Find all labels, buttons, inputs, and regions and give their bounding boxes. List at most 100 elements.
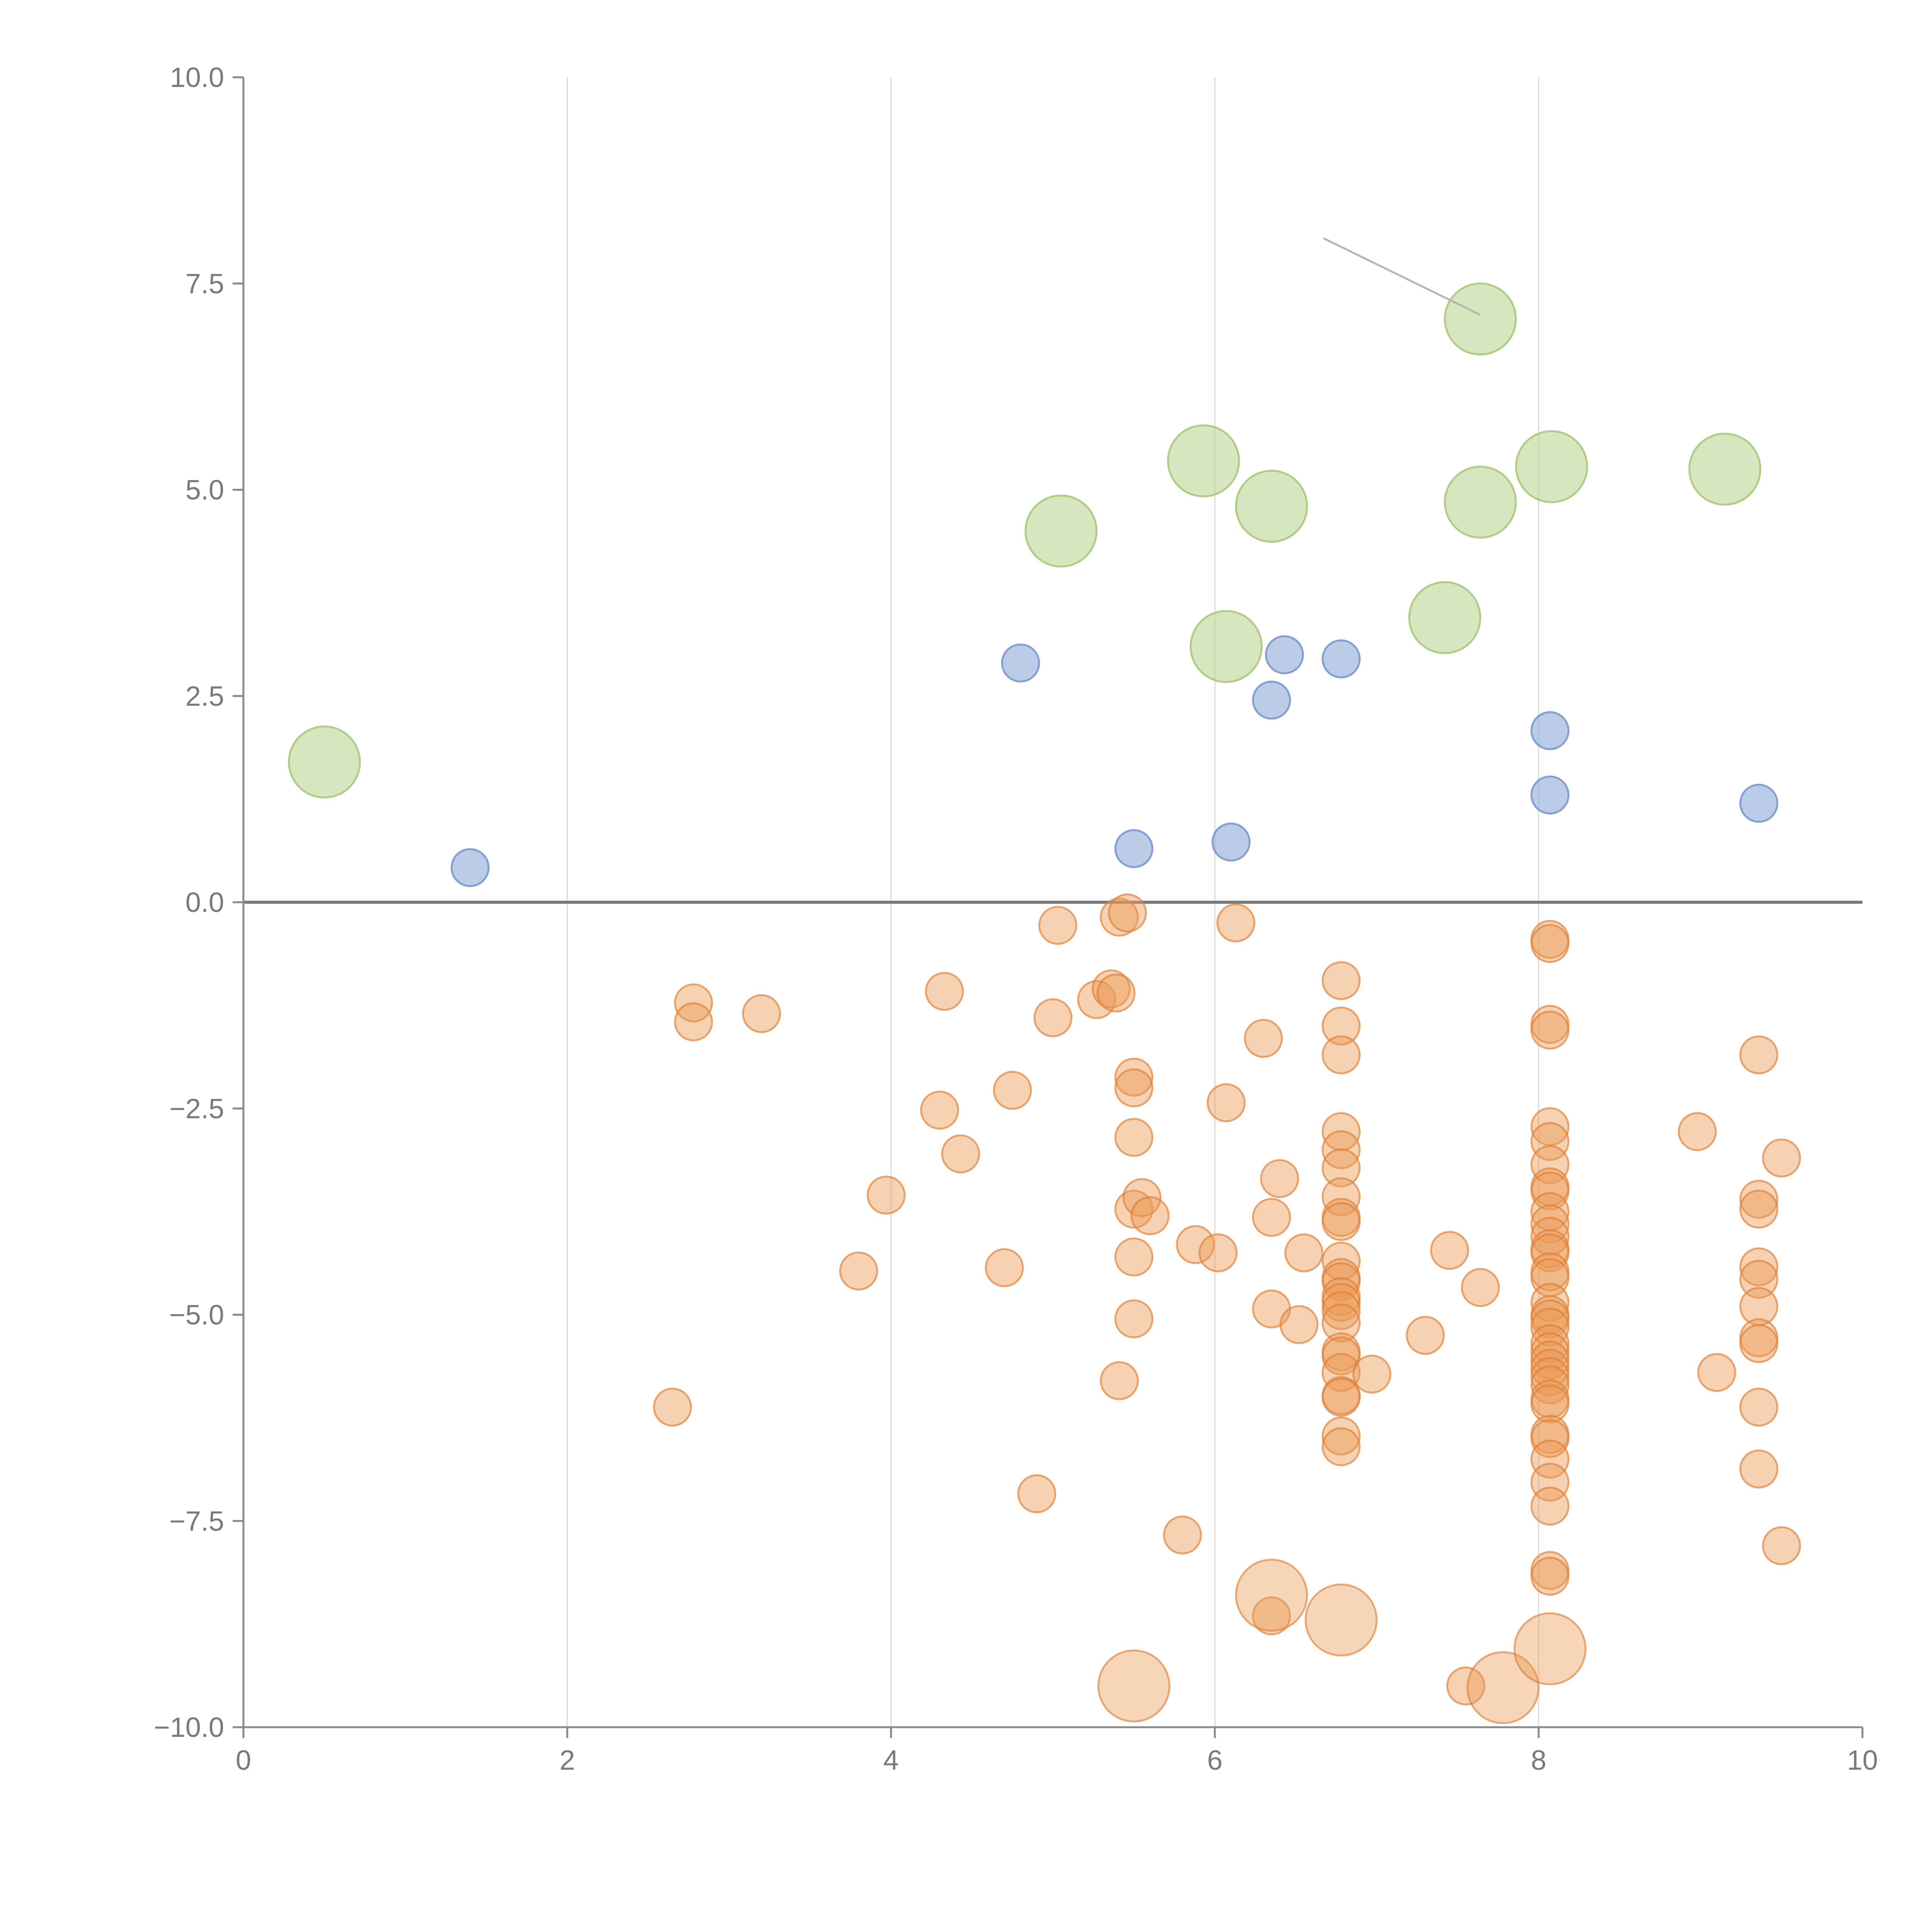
y-tick-label: −10.0 xyxy=(154,1712,224,1743)
y-tick-label: 10.0 xyxy=(170,62,224,93)
axes: 10.0 7.5 5.0 2.5 0.0 −2.5 −5.0 −7.5 −10.0 0 2 4 6 8 10 xyxy=(154,62,1878,1776)
data-point xyxy=(1163,1515,1202,1555)
x-tick-label: 0 xyxy=(236,1745,251,1776)
data-point xyxy=(1678,1112,1717,1151)
data-point xyxy=(1100,1361,1139,1400)
data-point xyxy=(1033,998,1073,1037)
data-point xyxy=(1688,432,1762,506)
data-point xyxy=(1211,822,1251,862)
data-point xyxy=(1321,961,1361,1000)
data-point xyxy=(1252,1596,1291,1636)
data-point xyxy=(1024,494,1098,568)
data-point xyxy=(1461,1268,1500,1307)
data-point xyxy=(1321,1202,1361,1241)
data-point xyxy=(742,994,781,1033)
data-point xyxy=(1762,1138,1801,1178)
data-point xyxy=(920,1090,959,1130)
data-point xyxy=(1530,1122,1570,1161)
data-point xyxy=(1739,784,1779,823)
x-tick-label: 2 xyxy=(560,1745,575,1776)
data-point xyxy=(1038,906,1078,945)
data-point xyxy=(1252,680,1291,720)
x-tick-label: 4 xyxy=(883,1745,899,1776)
data-point xyxy=(1114,1237,1153,1277)
y-tick-label: −7.5 xyxy=(169,1506,224,1537)
data-point xyxy=(839,1251,878,1291)
data-point xyxy=(1530,711,1570,750)
data-point xyxy=(1530,775,1570,815)
data-point xyxy=(1235,1558,1308,1632)
data-point xyxy=(1739,1449,1779,1489)
series-blue-small xyxy=(451,635,1779,887)
data-point xyxy=(1321,1336,1361,1376)
callout-line xyxy=(1323,237,1481,316)
data-point xyxy=(1739,1247,1779,1287)
data-point xyxy=(1114,829,1153,868)
data-point xyxy=(1108,893,1147,933)
data-point xyxy=(1321,639,1361,679)
x-tick-label: 8 xyxy=(1531,1745,1546,1776)
data-point xyxy=(1260,1159,1299,1198)
data-point xyxy=(1114,1117,1153,1157)
data-point xyxy=(288,725,361,799)
series-orange-large xyxy=(1097,1558,1587,1725)
data-point xyxy=(674,1002,713,1042)
data-point xyxy=(1284,1233,1323,1272)
y-tick-label: 2.5 xyxy=(185,681,224,712)
data-point xyxy=(1530,1463,1570,1502)
data-point xyxy=(1446,1666,1485,1706)
data-point xyxy=(1265,635,1304,674)
data-point xyxy=(1235,469,1308,543)
data-point xyxy=(1189,610,1263,683)
data-point xyxy=(1114,1068,1153,1107)
data-points xyxy=(288,282,1801,1725)
data-point xyxy=(1530,1556,1570,1596)
data-point xyxy=(1321,1148,1361,1187)
data-point xyxy=(1097,1649,1170,1723)
data-point xyxy=(1114,1299,1153,1338)
data-point xyxy=(1352,1354,1391,1394)
data-point xyxy=(1697,1353,1736,1392)
data-point xyxy=(1408,581,1481,654)
data-point xyxy=(1530,1384,1570,1423)
data-point xyxy=(451,848,490,887)
data-point xyxy=(1739,1324,1779,1363)
data-point xyxy=(1530,1486,1570,1526)
x-tick-label: 10 xyxy=(1847,1745,1878,1776)
data-point xyxy=(1321,1262,1361,1301)
data-point xyxy=(1321,1416,1361,1456)
y-tick-label: −2.5 xyxy=(169,1094,224,1124)
data-point xyxy=(1739,1035,1779,1075)
data-point xyxy=(1321,1427,1361,1466)
data-point xyxy=(1739,1189,1779,1229)
data-point xyxy=(1321,1242,1361,1281)
data-point xyxy=(1167,424,1240,498)
data-point xyxy=(1252,1198,1291,1237)
y-tick-label: 7.5 xyxy=(185,269,224,299)
data-point xyxy=(985,1248,1024,1287)
data-point xyxy=(1096,973,1136,1013)
data-point xyxy=(1001,643,1040,683)
data-point xyxy=(1530,1171,1570,1211)
data-point xyxy=(1444,282,1517,356)
data-point xyxy=(1206,1083,1246,1122)
data-point xyxy=(1279,1305,1319,1344)
y-tick-label: 5.0 xyxy=(185,475,224,506)
data-point xyxy=(1530,924,1570,963)
data-point xyxy=(1406,1316,1445,1355)
data-point xyxy=(1321,1035,1361,1075)
data-point xyxy=(1304,1583,1378,1656)
data-point xyxy=(1130,1196,1170,1235)
y-tick-label: 0.0 xyxy=(185,887,224,918)
x-tick-label: 6 xyxy=(1207,1745,1223,1776)
data-point xyxy=(1530,1010,1570,1050)
data-point xyxy=(866,1175,906,1215)
data-point xyxy=(1530,1439,1570,1479)
data-point xyxy=(925,972,964,1011)
y-tick-label: −5.0 xyxy=(169,1300,224,1331)
data-point xyxy=(1739,1388,1779,1427)
data-point xyxy=(1430,1231,1469,1270)
data-point xyxy=(1176,1225,1215,1264)
data-point xyxy=(941,1134,980,1173)
